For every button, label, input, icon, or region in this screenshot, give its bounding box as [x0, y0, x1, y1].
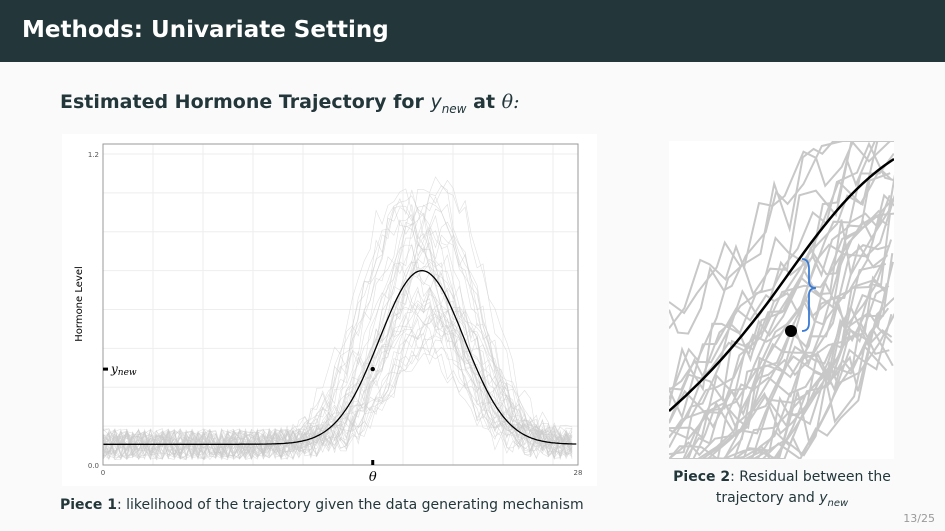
zoom-trajectory-line	[669, 307, 890, 459]
trajectory-line	[102, 244, 573, 461]
zoom-trajectory-line	[669, 214, 891, 459]
zoom-trajectory-line	[669, 323, 893, 459]
observed-point	[370, 366, 375, 372]
trajectory-line	[102, 243, 573, 460]
trajectory-line	[102, 214, 573, 460]
zoom-trajectory-line	[669, 243, 887, 459]
zoom-trajectory-line	[669, 194, 891, 424]
trajectory-line	[102, 248, 573, 460]
mean-curve	[103, 269, 577, 445]
trajectory-line	[102, 204, 573, 461]
zoom-trajectory-line	[669, 293, 885, 459]
piece1-text: : likelihood of the trajectory given the…	[116, 497, 584, 513]
piece1-bold: Piece 1	[60, 497, 117, 513]
zoom-trajectory-line	[669, 141, 881, 315]
piece2-bold: Piece 2	[673, 469, 731, 485]
slide-header: Methods: Univariate Setting	[0, 0, 945, 62]
trajectory-line	[102, 262, 573, 460]
zoom-trajectory-line	[669, 313, 893, 459]
sample-trajectories	[102, 176, 573, 461]
zoom-trajectory-line	[669, 275, 887, 459]
zoom-mean-curve	[669, 157, 894, 412]
main-chart: Hormone Level 1.2 0.0 0 28 ynew θ	[62, 134, 597, 486]
zoom-trajectory-line	[669, 141, 891, 400]
slide-subtitle: Estimated Hormone Trajectory for ynew at…	[60, 90, 520, 116]
x-tick-label: 28	[574, 469, 583, 477]
subtitle-theta: θ:	[501, 91, 520, 113]
y-new-label: ynew	[110, 362, 137, 378]
residual-brace	[801, 258, 817, 332]
piece2-caption: Piece 2: Residual between the trajectory…	[669, 467, 895, 509]
y-new-tick	[103, 367, 108, 371]
zoom-trajectory-line	[669, 153, 894, 448]
subtitle-text: Estimated Hormone Trajectory for	[60, 91, 424, 113]
trajectory-line	[102, 313, 573, 460]
zoom-trajectory-line	[669, 141, 894, 391]
piece2-sub: new	[827, 497, 849, 509]
zoom-trajectory-line	[669, 141, 894, 391]
subtitle-var-sub: new	[441, 101, 467, 116]
subtitle-at: at	[473, 91, 496, 113]
zoom-trajectory-line	[669, 344, 888, 459]
page-number: 13/25	[903, 512, 935, 525]
zoom-trajectory-line	[669, 194, 894, 456]
zoom-trajectory-line	[669, 282, 888, 459]
slide-title: Methods: Univariate Setting	[22, 17, 389, 43]
zoom-trajectory-line	[669, 312, 894, 459]
x-tick-label: 0	[101, 469, 105, 477]
zoom-trajectory-line	[669, 327, 894, 459]
piece1-caption: Piece 1: likelihood of the trajectory gi…	[60, 496, 584, 514]
zoomed-chart	[669, 141, 894, 459]
trajectory-line	[102, 293, 573, 460]
plot-border	[102, 143, 579, 466]
y-tick-label: 1.2	[88, 151, 99, 159]
zoom-trajectory-line	[669, 174, 894, 440]
piece2-var: y	[819, 490, 828, 506]
zoom-trajectory-line	[669, 209, 881, 440]
zoom-observed-point	[785, 325, 797, 337]
theta-tick	[371, 460, 375, 465]
theta-label: θ	[369, 470, 377, 485]
y-axis-label: Hormone Level	[74, 266, 85, 342]
zoom-trajectory-line	[669, 141, 894, 407]
zoom-trajectories	[669, 141, 894, 459]
trajectory-line	[102, 195, 573, 460]
zoom-trajectory-line	[669, 285, 890, 459]
piece2-text: : Residual between the	[730, 469, 891, 485]
zoom-trajectory-line	[669, 214, 889, 459]
piece2-line2: trajectory and	[715, 490, 815, 506]
y-tick-label: 0.0	[88, 462, 99, 470]
subtitle-var: y	[430, 91, 442, 113]
